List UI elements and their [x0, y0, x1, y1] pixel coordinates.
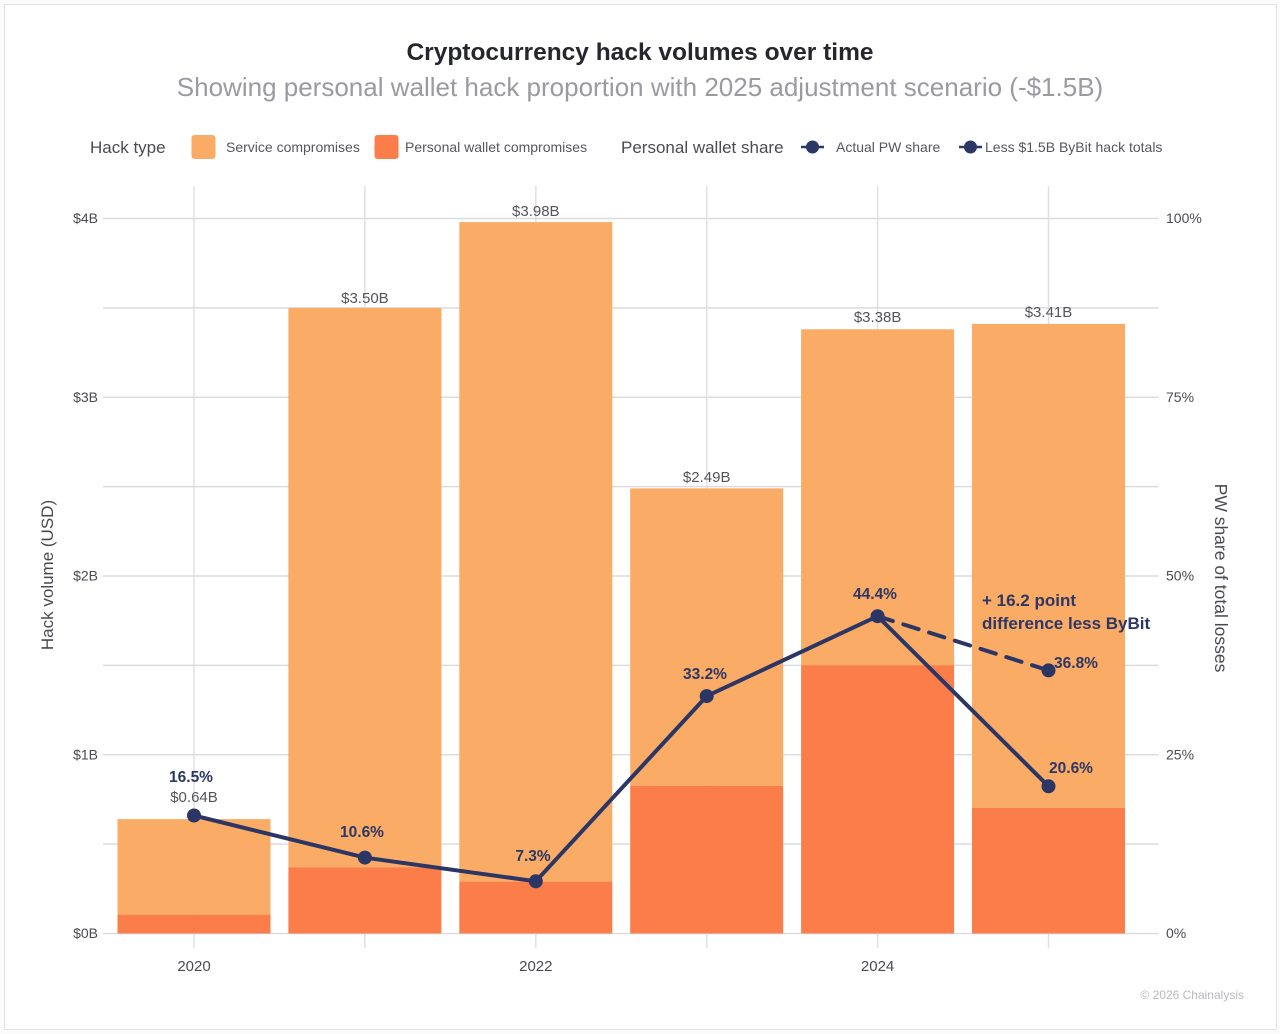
svg-text:Personal wallet compromises: Personal wallet compromises — [405, 139, 587, 155]
svg-text:Showing personal wallet hack p: Showing personal wallet hack proportion … — [177, 72, 1103, 102]
svg-text:$3B: $3B — [73, 389, 98, 405]
svg-text:$3.38B: $3.38B — [854, 309, 902, 326]
svg-text:16.5%: 16.5% — [169, 769, 213, 786]
svg-text:Actual PW share: Actual PW share — [836, 139, 940, 155]
svg-text:0%: 0% — [1166, 925, 1186, 941]
svg-text:7.3%: 7.3% — [515, 848, 551, 865]
svg-text:25%: 25% — [1166, 746, 1194, 762]
svg-text:$0B: $0B — [73, 925, 98, 941]
svg-text:100%: 100% — [1166, 210, 1202, 226]
svg-text:$3.98B: $3.98B — [512, 203, 560, 220]
svg-text:$0.64B: $0.64B — [170, 789, 218, 806]
svg-text:50%: 50% — [1166, 568, 1194, 584]
svg-text:$1B: $1B — [73, 746, 98, 762]
svg-text:difference less ByBit: difference less ByBit — [982, 614, 1151, 633]
svg-text:© 2026 Chainalysis: © 2026 Chainalysis — [1140, 988, 1244, 1002]
svg-text:36.8%: 36.8% — [1054, 655, 1098, 672]
svg-text:$3.50B: $3.50B — [341, 290, 389, 307]
svg-text:$2.49B: $2.49B — [683, 469, 731, 486]
svg-text:20.6%: 20.6% — [1049, 760, 1093, 777]
svg-text:Less $1.5B ByBit hack totals: Less $1.5B ByBit hack totals — [985, 139, 1162, 155]
svg-text:$4B: $4B — [73, 210, 98, 226]
svg-text:$2B: $2B — [73, 568, 98, 584]
svg-text:Hack type: Hack type — [90, 138, 166, 157]
svg-text:2022: 2022 — [519, 958, 552, 975]
svg-text:Personal wallet share: Personal wallet share — [621, 138, 784, 157]
svg-text:33.2%: 33.2% — [683, 666, 727, 683]
svg-text:$3.41B: $3.41B — [1025, 304, 1073, 321]
svg-text:Hack volume (USD): Hack volume (USD) — [38, 500, 57, 650]
svg-text:Service compromises: Service compromises — [226, 139, 360, 155]
svg-text:Cryptocurrency hack volumes ov: Cryptocurrency hack volumes over time — [406, 39, 873, 66]
svg-text:2024: 2024 — [861, 958, 894, 975]
svg-text:44.4%: 44.4% — [853, 586, 897, 603]
svg-text:2020: 2020 — [177, 958, 210, 975]
svg-text:PW share of total losses: PW share of total losses — [1211, 484, 1231, 673]
svg-text:75%: 75% — [1166, 389, 1194, 405]
svg-text:+ 16.2 point: + 16.2 point — [982, 591, 1076, 610]
svg-text:10.6%: 10.6% — [340, 824, 384, 841]
